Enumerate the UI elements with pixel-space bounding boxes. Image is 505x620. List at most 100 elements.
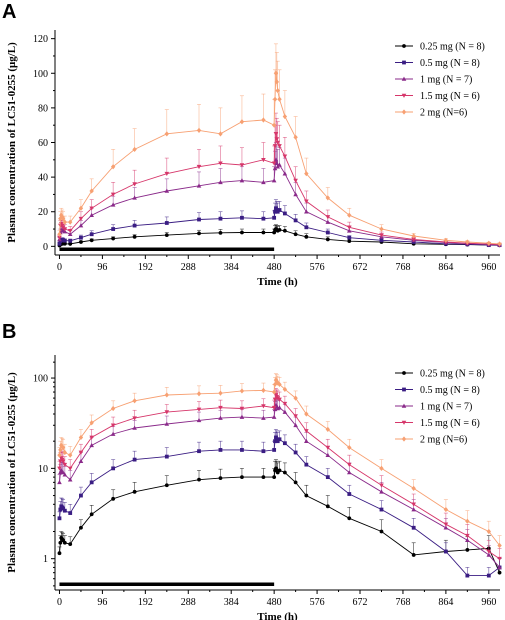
data-point — [132, 146, 137, 153]
data-point — [497, 241, 502, 247]
data-point — [274, 378, 280, 384]
data-point — [62, 449, 68, 456]
x-tick-label: 960 — [481, 597, 496, 608]
data-point — [271, 178, 277, 183]
data-point — [62, 219, 68, 225]
data-point — [68, 542, 73, 547]
data-point — [164, 421, 170, 426]
data-point — [218, 405, 223, 411]
x-tick-label: 96 — [97, 597, 107, 608]
data-point — [271, 414, 277, 419]
series-line — [59, 436, 500, 577]
data-point — [304, 429, 309, 434]
y-axis-title: Plasma concentration of LC51-0255 (μg/L) — [6, 372, 18, 573]
data-point — [218, 230, 223, 235]
x-tick-label: 672 — [353, 262, 368, 273]
chart-panel-b: B 0 96 192 288 384 480 576 672 768 864 960 1 10 100 Tim… — [2, 321, 502, 620]
y-tick-label: 60 — [38, 138, 48, 149]
legend-label: 2 mg (N=6) — [420, 435, 467, 446]
data-point — [164, 483, 169, 488]
data-point — [346, 225, 352, 230]
data-point — [275, 439, 280, 444]
data-point — [443, 237, 449, 243]
data-point — [78, 223, 84, 228]
data-point — [89, 212, 94, 217]
data-point — [443, 549, 448, 554]
data-point — [272, 144, 278, 149]
legend-label: 1.5 mg (N = 6) — [420, 91, 480, 102]
data-point — [132, 416, 137, 421]
data-point — [497, 570, 502, 575]
data-point — [346, 470, 352, 475]
x-tick-label: 0 — [57, 597, 62, 608]
data-point — [164, 233, 169, 237]
data-point — [261, 415, 266, 420]
data-point — [347, 444, 352, 451]
chart-panel-a: A 0 96 192 288 384 480 576 672 768 864 960 0 20 40 60 80… — [2, 1, 502, 288]
series-3 — [57, 388, 502, 562]
panel-letter: B — [2, 321, 16, 343]
data-point — [197, 217, 201, 222]
data-point — [78, 205, 84, 211]
series-0 — [57, 459, 502, 575]
data-point — [271, 405, 277, 411]
legend-swatch-marker — [401, 76, 407, 81]
data-point — [465, 537, 470, 543]
data-point — [346, 228, 352, 233]
data-point — [68, 219, 73, 225]
legend-label: 0.5 mg (N = 8) — [420, 385, 480, 396]
data-point — [57, 466, 62, 471]
data-point — [271, 161, 277, 166]
panel-letter: A — [2, 1, 16, 23]
data-point — [379, 483, 384, 488]
data-point — [293, 134, 298, 140]
data-point — [110, 405, 116, 412]
data-point — [62, 508, 67, 513]
data-point — [89, 188, 94, 194]
data-point — [218, 161, 223, 166]
data-point — [486, 552, 492, 557]
data-point — [282, 386, 288, 392]
data-point — [325, 215, 331, 220]
data-point — [271, 122, 277, 128]
data-point — [261, 117, 266, 123]
legend-label: 0.5 mg (N = 8) — [420, 58, 480, 69]
data-point — [347, 516, 352, 521]
data-point — [261, 404, 266, 409]
x-tick-label: 768 — [395, 262, 410, 273]
x-tick-label: 384 — [224, 597, 239, 608]
data-point — [304, 493, 309, 498]
legend-swatch-marker — [401, 109, 407, 115]
data-point — [239, 119, 245, 125]
data-point — [261, 449, 266, 454]
legend-label: 0.25 mg (N = 8) — [420, 369, 485, 380]
data-point — [465, 239, 470, 245]
data-point — [132, 234, 137, 239]
data-point — [411, 233, 416, 239]
data-point — [293, 232, 298, 237]
data-point — [67, 466, 73, 471]
data-point — [273, 157, 279, 162]
data-point — [78, 450, 84, 455]
data-point — [277, 208, 282, 212]
data-point — [196, 391, 202, 397]
data-point — [132, 182, 137, 187]
data-point — [304, 411, 309, 417]
legend-label: 0.25 mg (N = 8) — [420, 42, 485, 53]
legend-swatch-marker — [401, 93, 407, 98]
data-point — [347, 239, 352, 244]
x-tick-label: 288 — [181, 262, 196, 273]
x-tick-label: 384 — [224, 262, 239, 273]
series-1 — [57, 199, 502, 248]
data-point — [239, 388, 245, 394]
data-point — [239, 406, 245, 411]
data-point — [261, 216, 266, 221]
x-axis-title: Time (h) — [257, 611, 298, 620]
data-point — [67, 228, 73, 234]
data-point — [261, 475, 266, 480]
legend-label: 1 mg (N = 7) — [420, 75, 472, 86]
data-point — [274, 437, 279, 442]
data-point — [79, 493, 83, 498]
data-point — [293, 395, 298, 401]
